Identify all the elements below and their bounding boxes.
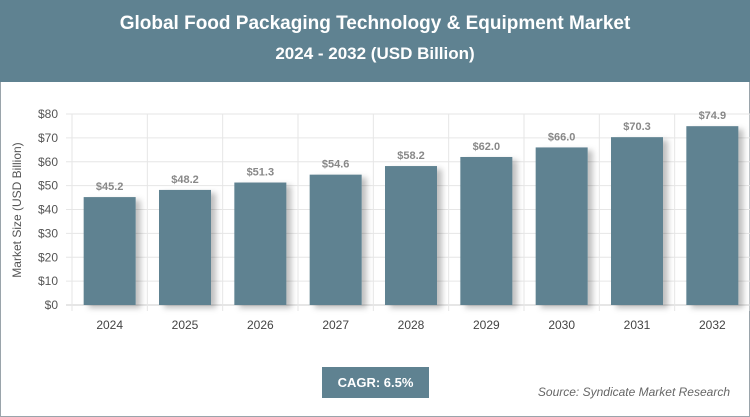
x-tick-label: 2032 [699, 318, 726, 332]
bar-2025 [159, 189, 211, 305]
y-tick-label: $80 [38, 107, 58, 121]
x-tick-label: 2028 [398, 318, 425, 332]
chart-header: Global Food Packaging Technology & Equip… [0, 0, 750, 82]
chart-title: Global Food Packaging Technology & Equip… [119, 13, 631, 34]
x-tick-label: 2026 [247, 318, 274, 332]
bar-2026 [234, 182, 287, 305]
bar-2024 [83, 197, 136, 305]
data-label: $45.2 [96, 181, 124, 193]
y-tick-label: $70 [38, 131, 58, 145]
y-tick-label: $10 [38, 274, 58, 288]
data-label: $54.6 [322, 159, 350, 171]
y-tick-label: $0 [45, 298, 59, 312]
y-tick-label: $20 [38, 250, 58, 264]
y-tick-label: $50 [38, 179, 58, 193]
data-label: $62.0 [473, 141, 501, 153]
x-tick-label: 2025 [172, 318, 199, 332]
bar-2029 [460, 156, 513, 305]
y-tick-label: $30 [38, 226, 58, 240]
x-tick-label: 2029 [473, 318, 500, 332]
bar-2032 [686, 126, 739, 306]
bar-2031 [611, 137, 663, 305]
x-tick-label: 2027 [322, 318, 349, 332]
data-label: $58.2 [397, 150, 425, 162]
data-label: $70.3 [623, 121, 651, 133]
x-tick-label: 2030 [548, 318, 575, 332]
y-tick-label: $60 [38, 155, 58, 169]
bar-2027 [309, 174, 362, 305]
data-label: $48.2 [171, 174, 199, 186]
x-tick-label: 2024 [96, 318, 123, 332]
x-tick-label: 2031 [624, 318, 651, 332]
data-label: $51.3 [247, 167, 275, 179]
data-label: $74.9 [699, 110, 727, 122]
data-label: $66.0 [548, 131, 576, 143]
cagr-badge: CAGR: 6.5% [322, 367, 429, 398]
bar-2028 [385, 166, 437, 305]
bar-2030 [535, 147, 588, 305]
y-tick-label: $40 [38, 203, 58, 217]
y-axis-label: Market Size (USD Billion) [10, 142, 24, 277]
chart-subtitle: 2024 - 2032 (USD Billion) [275, 44, 475, 63]
source-note: Source: Syndicate Market Research [537, 385, 730, 399]
